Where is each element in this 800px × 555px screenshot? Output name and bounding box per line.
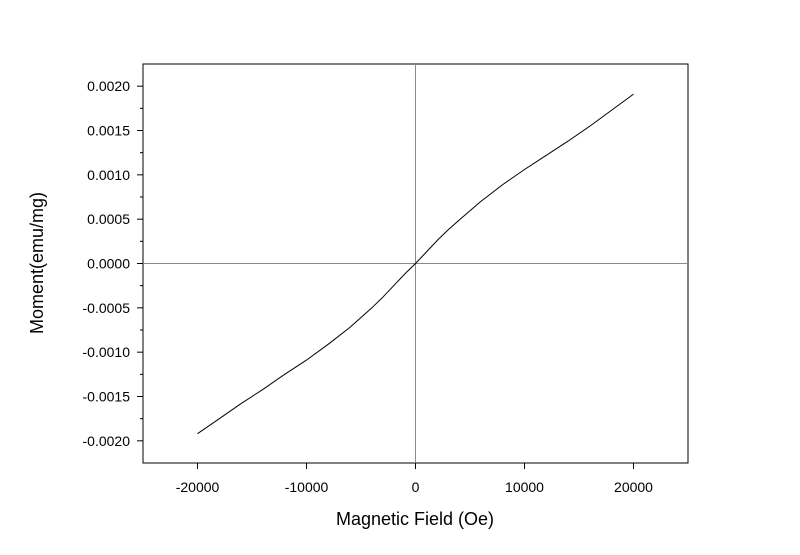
x-tick-label: -20000 (176, 479, 220, 495)
y-axis: -0.0020 -0.0015 -0.0010 -0.0005 0.0000 0.0005… (83, 78, 143, 449)
y-tick-label: 0.0005 (87, 211, 130, 227)
y-tick-label: 0.0000 (87, 256, 130, 272)
y-tick-label: -0.0015 (83, 389, 131, 405)
y-axis-title: Moment(emu/mg) (27, 192, 47, 334)
x-tick-label: -10000 (285, 479, 329, 495)
y-tick-label: 0.0020 (87, 78, 130, 94)
x-tick-label: 20000 (614, 479, 653, 495)
x-axis: -20000 -10000 0 10000 20000 (176, 463, 653, 495)
x-tick-label: 10000 (505, 479, 544, 495)
y-tick-label: -0.0010 (83, 344, 131, 360)
y-tick-label: 0.0010 (87, 167, 130, 183)
series-layer (197, 93, 634, 435)
x-axis-title: Magnetic Field (Oe) (336, 509, 494, 529)
moment-curve-line (197, 93, 634, 435)
y-tick-label: 0.0015 (87, 123, 130, 139)
y-tick-label: -0.0020 (83, 433, 131, 449)
y-tick-label: -0.0005 (83, 300, 131, 316)
x-tick-label: 0 (412, 479, 420, 495)
